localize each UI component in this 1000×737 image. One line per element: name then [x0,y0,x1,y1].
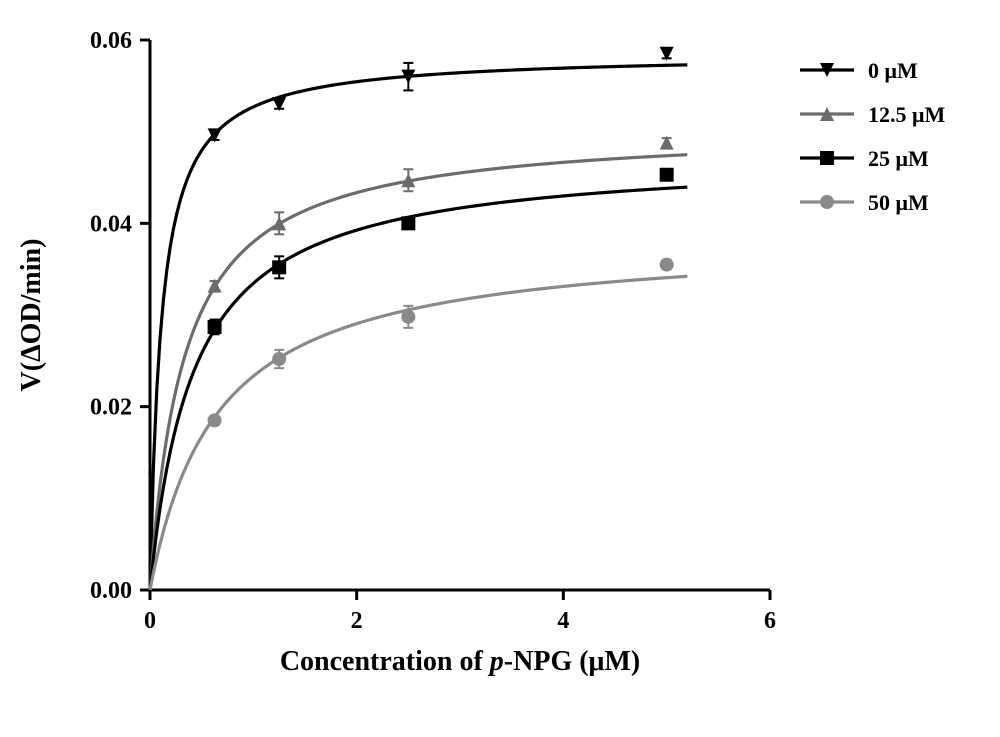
chart-container: 0 2 4 6 0.00 0.02 0.04 0.06 Concentration of p-N… [0,0,1000,737]
x-tick-label: 0 [144,608,156,634]
x-axis-label: Concentration of p-NPG (μM) [280,646,640,677]
y-tick-label: 0.00 [90,578,132,604]
legend-label: 12.5 μM [868,102,945,127]
y-axis-label: V(ΔOD/min) [16,239,47,392]
x-tick-label: 4 [557,608,569,634]
legend-label: 50 μM [868,190,929,215]
legend-label: 25 μM [868,146,929,171]
y-tick-label: 0.04 [90,211,132,237]
legend-label: 0 μM [868,58,918,83]
y-tick-label: 0.06 [90,28,132,54]
x-tick-label: 6 [764,608,776,634]
x-tick-label: 2 [351,608,363,634]
y-tick-label: 0.02 [90,395,132,421]
kinetics-chart: 0 2 4 6 0.00 0.02 0.04 0.06 Concentration of p-N… [0,0,1000,737]
